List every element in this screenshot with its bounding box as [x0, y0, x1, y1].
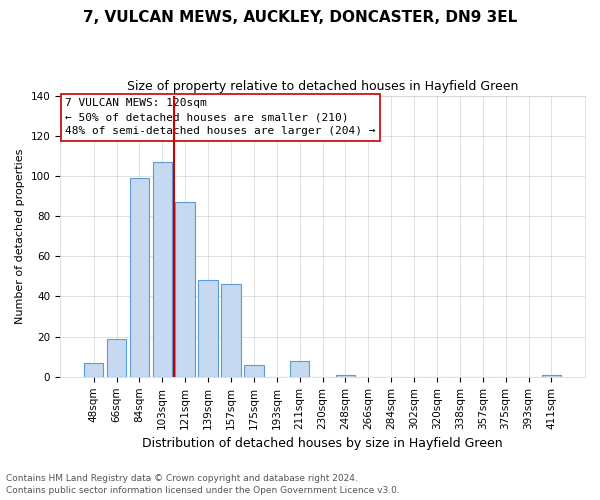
Text: Contains HM Land Registry data © Crown copyright and database right 2024.
Contai: Contains HM Land Registry data © Crown c… [6, 474, 400, 495]
Text: 7 VULCAN MEWS: 120sqm
← 50% of detached houses are smaller (210)
48% of semi-det: 7 VULCAN MEWS: 120sqm ← 50% of detached … [65, 98, 376, 136]
Text: 7, VULCAN MEWS, AUCKLEY, DONCASTER, DN9 3EL: 7, VULCAN MEWS, AUCKLEY, DONCASTER, DN9 … [83, 10, 517, 25]
Bar [542, 375, 561, 377]
Bar [152, 162, 172, 377]
Bar [290, 360, 310, 377]
X-axis label: Distribution of detached houses by size in Hayfield Green: Distribution of detached houses by size … [142, 437, 503, 450]
Bar [221, 284, 241, 377]
Bar [107, 338, 126, 377]
Bar [175, 202, 195, 377]
Y-axis label: Number of detached properties: Number of detached properties [15, 148, 25, 324]
Bar [130, 178, 149, 377]
Bar [84, 363, 103, 377]
Bar [199, 280, 218, 377]
Bar [244, 365, 263, 377]
Title: Size of property relative to detached houses in Hayfield Green: Size of property relative to detached ho… [127, 80, 518, 93]
Bar [335, 375, 355, 377]
